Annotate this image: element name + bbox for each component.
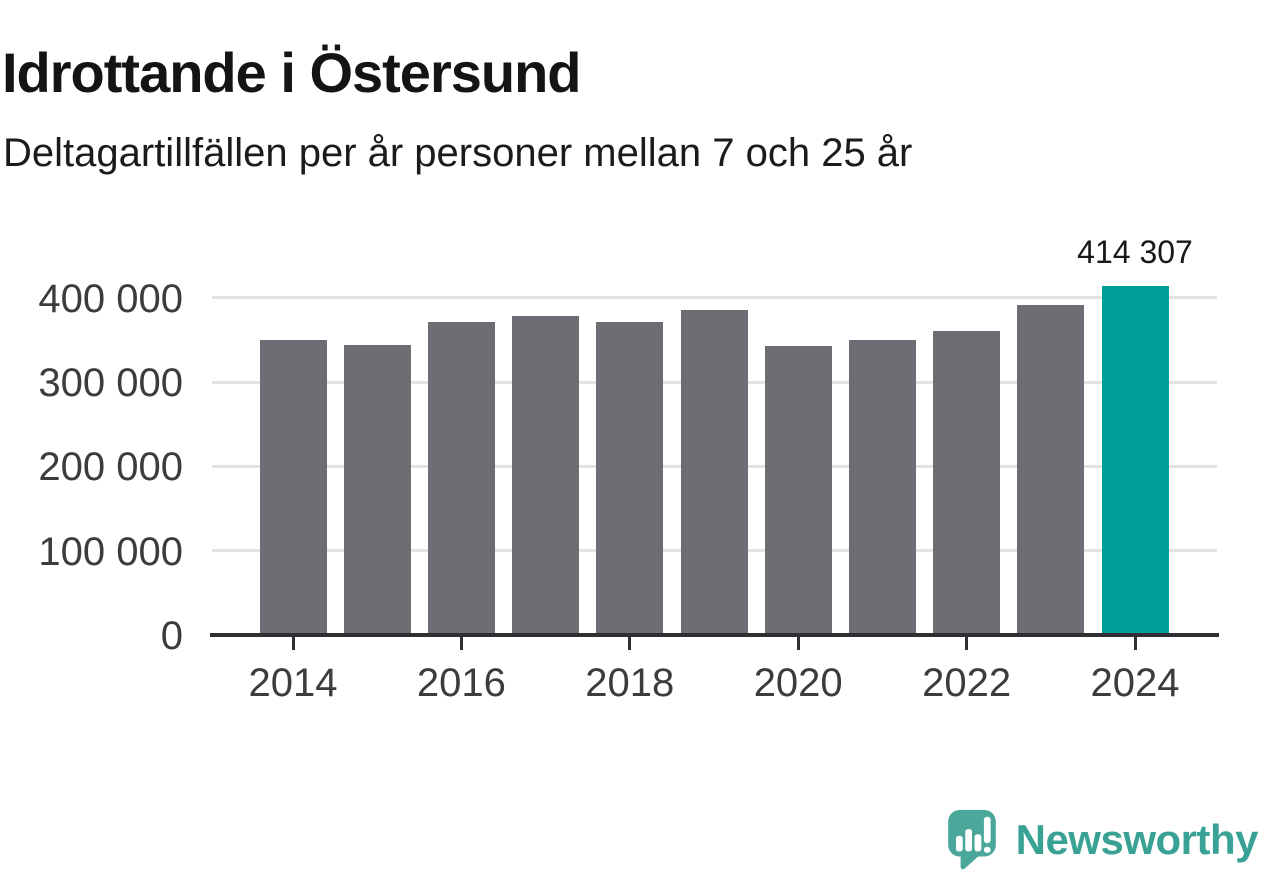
x-axis-label-2022: 2022 [922, 661, 1012, 705]
bar-2018 [596, 322, 664, 635]
value-label: 414 307 [1077, 233, 1193, 270]
y-axis-label: 100 000 [38, 529, 183, 574]
logo-bar-1 [955, 835, 963, 852]
bar-2022 [933, 330, 1001, 635]
logo-exclamation-bar [983, 816, 991, 844]
x-axis-tick-2014 [291, 637, 295, 650]
y-axis-label: 200 000 [38, 445, 183, 490]
bar-2016 [427, 322, 495, 635]
x-axis-label-2024: 2024 [1090, 661, 1180, 705]
bar-2017 [512, 316, 580, 635]
x-axis-tick-2020 [796, 637, 800, 650]
gridline-400000 [212, 296, 1217, 300]
bar-2014 [259, 339, 327, 635]
bar-2015 [343, 345, 411, 635]
x-axis-label-2014: 2014 [248, 661, 338, 705]
bar-2019 [680, 310, 748, 635]
bar-2020 [764, 345, 832, 635]
x-axis-label-2020: 2020 [753, 661, 843, 705]
x-axis-label-2016: 2016 [416, 661, 506, 705]
y-axis-label: 400 000 [38, 276, 183, 321]
x-axis-tick-2024 [1133, 637, 1137, 650]
x-axis-tick-2022 [965, 637, 969, 650]
x-axis-label-2018: 2018 [585, 661, 675, 705]
brand-name: Newsworthy [1015, 816, 1259, 863]
brand-footer: Newsworthy [947, 806, 1259, 874]
newsworthy-logo-icon [947, 810, 996, 870]
bar-2023 [1017, 304, 1085, 635]
bar-2021 [848, 339, 916, 635]
y-axis-label: 0 [160, 614, 183, 658]
x-axis-tick-2016 [459, 637, 463, 650]
logo-bar-2 [964, 829, 972, 852]
logo-exclamation-dot [983, 846, 991, 853]
x-axis-tick-2018 [628, 637, 632, 650]
logo-bar-3 [974, 834, 981, 852]
chart-title: Idrottande i Östersund [2, 40, 581, 104]
y-axis-label: 300 000 [38, 361, 183, 406]
x-axis-line [210, 633, 1219, 637]
chart-subtitle: Deltagartillfällen per år personer mella… [3, 131, 913, 175]
bar-2024 [1101, 285, 1169, 635]
